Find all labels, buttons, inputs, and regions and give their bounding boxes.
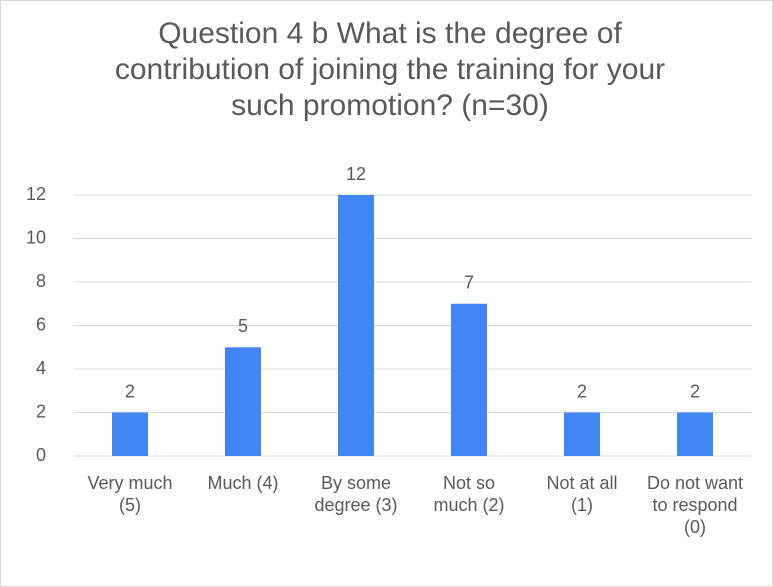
x-tick-label: Do not want to respond (0) bbox=[646, 473, 744, 537]
data-label: 2 bbox=[690, 381, 700, 401]
y-tick-label: 10 bbox=[26, 227, 46, 247]
data-label: 2 bbox=[577, 381, 587, 401]
y-tick-label: 6 bbox=[36, 314, 46, 334]
x-tick-label: Very much (5) bbox=[87, 473, 173, 515]
y-tick-label: 12 bbox=[26, 184, 46, 204]
bar bbox=[112, 412, 148, 456]
y-tick-label: 0 bbox=[36, 445, 46, 465]
data-label: 12 bbox=[346, 164, 366, 184]
bar bbox=[451, 303, 487, 456]
x-tick-label: By some degree (3) bbox=[314, 473, 398, 515]
bar bbox=[564, 412, 600, 456]
chart-title: Question 4 b What is the degree of contr… bbox=[114, 17, 666, 122]
bar bbox=[677, 412, 713, 456]
x-tick-label: Not at all (1) bbox=[546, 473, 618, 515]
x-tick-label: Not so much (2) bbox=[433, 473, 505, 515]
y-tick-label: 2 bbox=[36, 401, 46, 421]
bar bbox=[225, 347, 261, 456]
y-tick-label: 8 bbox=[36, 271, 46, 291]
data-label: 7 bbox=[464, 273, 474, 293]
data-label: 2 bbox=[125, 381, 135, 401]
y-tick-label: 4 bbox=[36, 358, 46, 378]
bar bbox=[338, 195, 374, 456]
data-label: 5 bbox=[238, 316, 248, 336]
x-tick-label: Much (4) bbox=[207, 473, 279, 493]
